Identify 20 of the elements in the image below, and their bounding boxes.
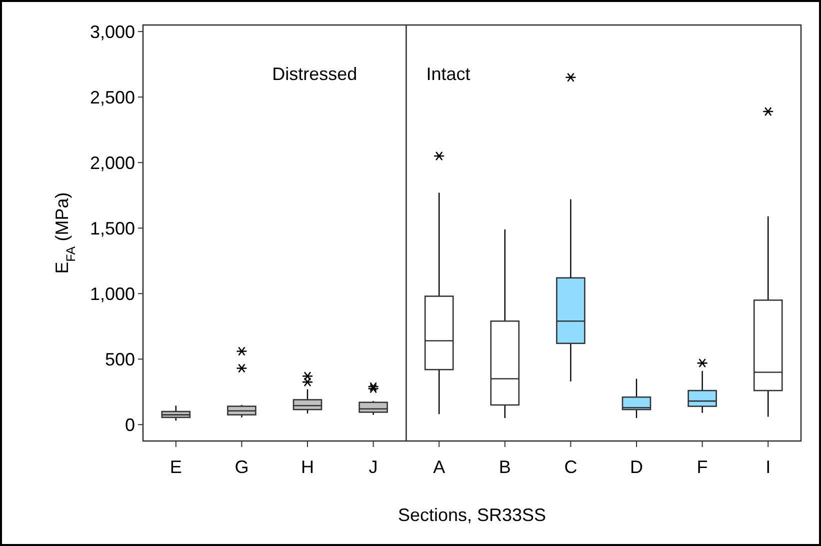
x-tick-label: C [564,457,578,477]
y-tick-label: 1,500 [90,218,135,238]
x-tick-label: G [234,457,249,477]
y-tick-label: 1,000 [90,284,135,304]
x-tick-label: F [696,457,708,477]
y-tick-label: 500 [104,349,135,370]
y-tick-label: 3,000 [90,22,135,42]
annotation: Intact [426,64,470,84]
x-tick-label: A [433,457,446,477]
annotation: Distressed [272,64,358,84]
x-tick-label: B [498,457,511,477]
x-tick-label: E [170,457,182,477]
x-tick-label: D [630,457,643,477]
y-tick-label: 2,500 [90,87,135,108]
y-tick-label: 0 [124,414,135,435]
y-tick-label: 2,000 [90,152,135,173]
x-axis-title: Sections, SR33SS [398,505,546,525]
x-tick-label: J [368,457,378,477]
x-tick-label: H [301,457,314,477]
x-tick-label: I [766,457,771,477]
